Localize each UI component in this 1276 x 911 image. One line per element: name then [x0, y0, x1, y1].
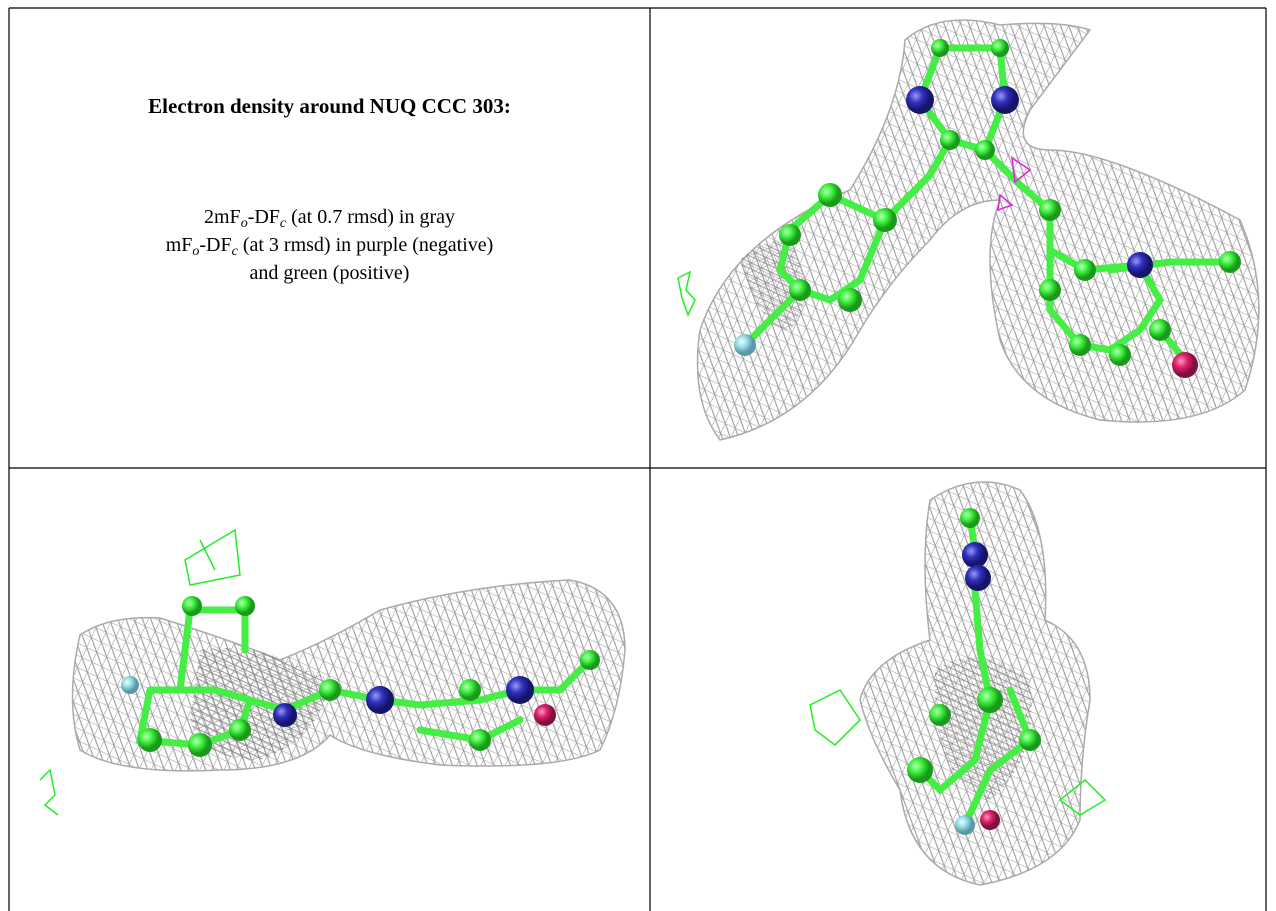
atom — [273, 703, 297, 727]
caption-text: (at 3 rmsd) in purple (negative) — [237, 234, 494, 256]
shape — [677, 270, 696, 317]
atom — [1069, 334, 1091, 356]
caption-line: mFo-DFc (at 3 rmsd) in purple (negative) — [9, 231, 650, 259]
atom — [534, 704, 556, 726]
caption: 2mFo-DFc (at 0.7 rmsd) in gray mFo-DFc (a… — [9, 203, 650, 287]
atom — [1019, 729, 1041, 751]
atom — [907, 757, 933, 783]
atom — [734, 334, 756, 356]
atom — [319, 679, 341, 701]
atom — [991, 39, 1009, 57]
atom — [873, 208, 897, 232]
caption-text: 2mF — [204, 206, 241, 228]
atom — [1219, 251, 1241, 273]
atoms — [734, 39, 1241, 378]
atom — [121, 676, 139, 694]
atom — [779, 224, 801, 246]
shape — [176, 606, 249, 694]
caption-text: -DF — [247, 206, 280, 228]
atom — [965, 565, 991, 591]
shape — [961, 686, 1035, 829]
caption-text: mF — [165, 234, 193, 256]
density-view-3 — [809, 481, 1107, 886]
caption-text: (at 0.7 rmsd) in gray — [286, 206, 455, 228]
caption-text: -DF — [199, 234, 232, 256]
atom — [962, 542, 988, 568]
atom — [991, 86, 1019, 114]
table-borders — [8, 7, 1267, 911]
atom — [838, 288, 862, 312]
atom — [1172, 352, 1198, 378]
shape — [1058, 778, 1107, 816]
subscript: c — [231, 244, 238, 259]
atom — [1039, 199, 1061, 221]
shape — [997, 156, 1032, 212]
atom — [940, 130, 960, 150]
caption-text: and green (positive) — [249, 262, 410, 284]
atom — [188, 733, 212, 757]
atom — [975, 140, 995, 160]
atom — [459, 679, 481, 701]
atoms — [121, 596, 600, 757]
subscript: o — [240, 216, 248, 231]
density-view-1 — [677, 19, 1260, 441]
atom — [980, 810, 1000, 830]
atom — [929, 704, 951, 726]
atom — [906, 86, 934, 114]
atom — [1039, 279, 1061, 301]
shape — [184, 528, 241, 586]
atom — [1127, 252, 1153, 278]
atoms — [907, 508, 1041, 835]
atom — [818, 183, 842, 207]
shape — [809, 689, 861, 746]
atom — [789, 279, 811, 301]
atom — [182, 596, 202, 616]
atom — [366, 686, 394, 714]
shape — [39, 768, 59, 816]
subscript: o — [192, 244, 200, 259]
atom — [960, 508, 980, 528]
atom — [1074, 259, 1096, 281]
atom — [1149, 319, 1171, 341]
shape — [246, 656, 594, 714]
atom — [506, 676, 534, 704]
atom — [931, 39, 949, 57]
atom — [977, 687, 1003, 713]
shape — [696, 19, 1260, 441]
atom — [138, 728, 162, 752]
atom — [469, 729, 491, 751]
shape — [135, 606, 594, 749]
atom — [580, 650, 600, 670]
atom — [1109, 344, 1131, 366]
caption-line: and green (positive) — [9, 259, 650, 287]
shape — [740, 240, 805, 330]
shape — [741, 286, 804, 349]
atom — [235, 596, 255, 616]
density-view-2 — [39, 528, 626, 816]
atom — [955, 815, 975, 835]
caption-line: 2mFo-DFc (at 0.7 rmsd) in gray — [9, 203, 650, 231]
title: Electron density around NUQ CCC 303: — [148, 94, 511, 118]
atom — [229, 719, 251, 741]
subscript: c — [279, 216, 287, 231]
